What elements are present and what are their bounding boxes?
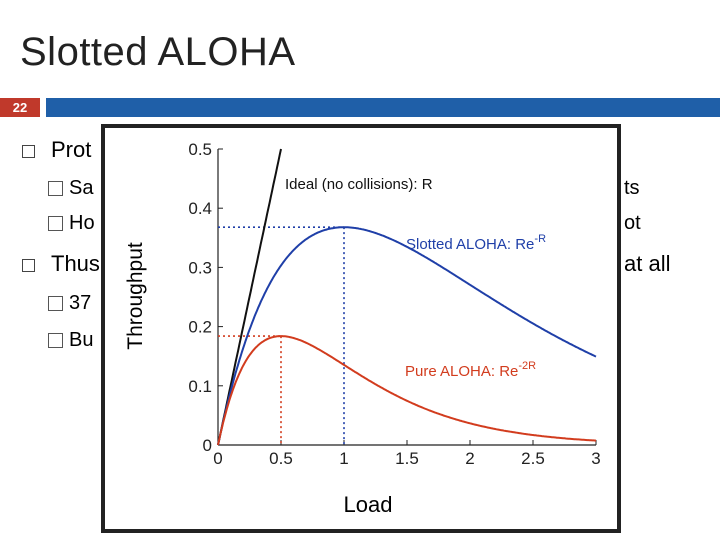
title-rule [46, 98, 720, 117]
bullet-text: 37 [69, 292, 92, 314]
x-tick-label: 0.5 [269, 449, 293, 468]
throughput-chart: 0 0.5 1 1.5 2 2.5 3 0 0.1 0.2 0.3 0.4 0.5 Load Through… [101, 124, 621, 533]
y-tick-label: 0 [203, 436, 212, 455]
bullet-square-icon [48, 333, 63, 349]
pure-aloha-series-line [217, 335, 597, 446]
slide-title: Slotted ALOHA [20, 30, 296, 74]
slotted-aloha-series-line [217, 226, 597, 446]
y-tick-label: 0.1 [188, 377, 212, 396]
page-number: 22 [0, 98, 40, 117]
slotted-aloha-series-label: Slotted ALOHA: Re-R [406, 233, 546, 253]
bullet-text: Prot [51, 137, 92, 162]
bullet-square-icon [22, 144, 35, 158]
sub-bullet-4: Bu [48, 328, 93, 352]
x-tick-label: 2.5 [521, 449, 545, 468]
y-tick-label: 0.3 [188, 258, 212, 277]
x-tick-label: 2 [465, 449, 474, 468]
x-tick-label: 3 [591, 449, 600, 468]
x-tick-label: 0 [213, 449, 222, 468]
chart-canvas: 0 0.5 1 1.5 2 2.5 3 0 0.1 0.2 0.3 0.4 0.5 Load Through… [124, 140, 601, 517]
bullet-square-icon [48, 216, 63, 232]
bullet-text: Ho [69, 212, 95, 234]
bullet-1: Prot [22, 138, 91, 162]
ideal-series-label: Ideal (no collisions): R [285, 176, 433, 193]
sub-bullet-3: 37 [48, 291, 91, 315]
bullet-square-icon [48, 296, 63, 312]
bullet-text: Bu [69, 329, 94, 351]
y-tick-label: 0.5 [188, 140, 212, 159]
bullet-text: Thus [51, 251, 100, 276]
x-tick-label: 1.5 [395, 449, 419, 468]
x-axis-label: Load [344, 492, 393, 517]
sub-bullet-1: Sa [48, 176, 93, 200]
bullet-2: Thus [22, 252, 100, 276]
y-tick-label: 0.2 [188, 318, 212, 337]
sub-bullet-1-tail: ts [624, 177, 640, 199]
bullet-text: Sa [69, 177, 94, 199]
x-tick-label: 1 [339, 449, 348, 468]
sub-bullet-2: Ho [48, 211, 95, 235]
bullet-2-tail: at all [624, 251, 671, 276]
bullet-square-icon [48, 181, 63, 197]
y-tick-label: 0.4 [188, 199, 212, 218]
y-axis-label: Throughput [124, 242, 147, 350]
bullet-square-icon [22, 258, 35, 272]
sub-bullet-2-tail: ot [624, 212, 641, 234]
pure-aloha-series-label: Pure ALOHA: Re-2R [405, 360, 536, 380]
